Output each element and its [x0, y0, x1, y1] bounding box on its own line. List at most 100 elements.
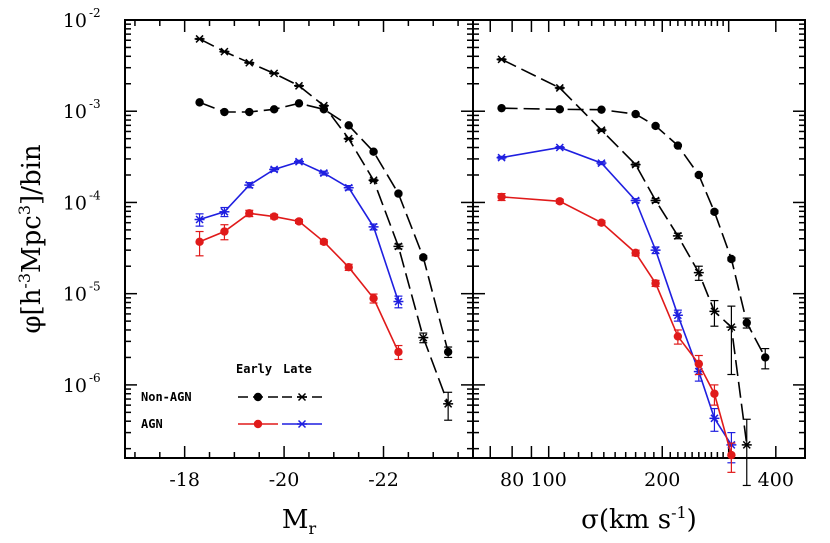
- data-point: [496, 153, 507, 162]
- data-point: [710, 207, 719, 216]
- data-point: [219, 207, 230, 216]
- y-tick-label-exponent: -5: [89, 280, 101, 294]
- right-panel-frame: [472, 19, 806, 459]
- star-stroke: [673, 231, 682, 240]
- data-point: [319, 105, 329, 114]
- data-point: [194, 34, 205, 43]
- data-point: [693, 268, 704, 277]
- data-point: [369, 147, 378, 156]
- star-stroke: [631, 196, 640, 205]
- x-tick-label: -20: [269, 469, 300, 491]
- legend-marker: [297, 419, 307, 429]
- data-point: [269, 165, 280, 174]
- data-point: [244, 58, 255, 67]
- star-stroke: [419, 333, 428, 342]
- star-stroke: [555, 143, 564, 152]
- data-point: [727, 254, 736, 264]
- data-point: [419, 253, 428, 262]
- series-non-agn-early: [497, 103, 770, 370]
- series-line: [501, 196, 733, 456]
- series-line: [501, 146, 733, 446]
- star-stroke: [245, 58, 254, 67]
- data-point: [497, 192, 506, 202]
- data-point: [318, 169, 329, 178]
- y-tick-label: 10: [63, 10, 87, 32]
- x-tick-label: 200: [644, 469, 680, 491]
- data-point: [220, 107, 229, 117]
- data-point: [393, 242, 404, 251]
- star-stroke: [673, 311, 682, 320]
- star-stroke: [394, 297, 403, 306]
- x-tick-label: -22: [368, 469, 399, 491]
- star-stroke: [319, 169, 328, 178]
- left-x-axis-title: Mr: [282, 505, 317, 538]
- data-point: [418, 333, 429, 342]
- star-stroke: [344, 183, 353, 192]
- data-point: [294, 217, 304, 226]
- star-stroke: [651, 196, 660, 205]
- data-point: [631, 248, 640, 258]
- y-tick-label: 10: [63, 284, 87, 306]
- data-point: [761, 353, 770, 362]
- y-tick-label-exponent: -4: [89, 188, 101, 202]
- star-stroke: [294, 81, 304, 90]
- data-point: [245, 107, 254, 117]
- series-agn-late: [496, 143, 737, 464]
- star-stroke: [444, 399, 453, 408]
- legend-marker: [253, 419, 263, 429]
- star-stroke: [245, 181, 254, 190]
- star-stroke: [631, 160, 640, 169]
- legend: Early Late Non-AGN AGN: [141, 362, 322, 431]
- star-stroke: [497, 153, 506, 162]
- data-point: [343, 134, 354, 143]
- data-point: [596, 126, 607, 135]
- series-non-agn-late: [194, 34, 454, 421]
- data-point: [497, 103, 506, 113]
- data-point: [294, 99, 304, 108]
- data-point: [554, 83, 565, 92]
- y-tick-label-exponent: -2: [89, 6, 101, 20]
- star-stroke: [270, 165, 279, 174]
- star-stroke: [710, 414, 719, 423]
- data-point: [630, 160, 641, 169]
- data-point: [555, 105, 564, 114]
- data-point: [194, 215, 205, 224]
- data-point: [709, 414, 720, 423]
- series-agn-early: [497, 192, 736, 473]
- data-point: [672, 231, 683, 240]
- data-point: [368, 222, 379, 231]
- star-stroke: [270, 69, 279, 78]
- data-point: [651, 279, 660, 288]
- y-tick-label-exponent: -6: [89, 371, 101, 385]
- data-point: [496, 55, 507, 64]
- star-stroke: [195, 215, 204, 224]
- star-stroke: [651, 246, 660, 255]
- series-agn-early: [195, 209, 403, 361]
- star-stroke: [220, 47, 229, 56]
- series-line: [501, 107, 766, 358]
- star-stroke: [369, 176, 378, 185]
- data-point: [269, 69, 280, 78]
- star-stroke: [220, 207, 229, 216]
- data-point: [694, 170, 704, 180]
- data-point: [394, 347, 403, 357]
- x-tick-label: 100: [531, 469, 567, 491]
- star-stroke: [597, 126, 606, 135]
- right-x-axis-title: σ(km s-1): [581, 503, 697, 535]
- data-point: [727, 450, 736, 460]
- y-tick-label: 10: [63, 375, 87, 397]
- star-stroke: [694, 268, 703, 277]
- x-tick-label: 80: [500, 469, 524, 491]
- data-point: [294, 81, 304, 90]
- data-point: [369, 294, 378, 303]
- x-tick-label: 400: [758, 469, 794, 491]
- data-point: [393, 297, 404, 306]
- data-point: [195, 98, 204, 107]
- data-point: [597, 218, 606, 227]
- data-point: [443, 399, 454, 408]
- series-line: [199, 160, 400, 302]
- data-point: [220, 227, 229, 236]
- data-point: [726, 323, 737, 332]
- data-point: [394, 189, 403, 198]
- series-agn-late: [194, 157, 404, 309]
